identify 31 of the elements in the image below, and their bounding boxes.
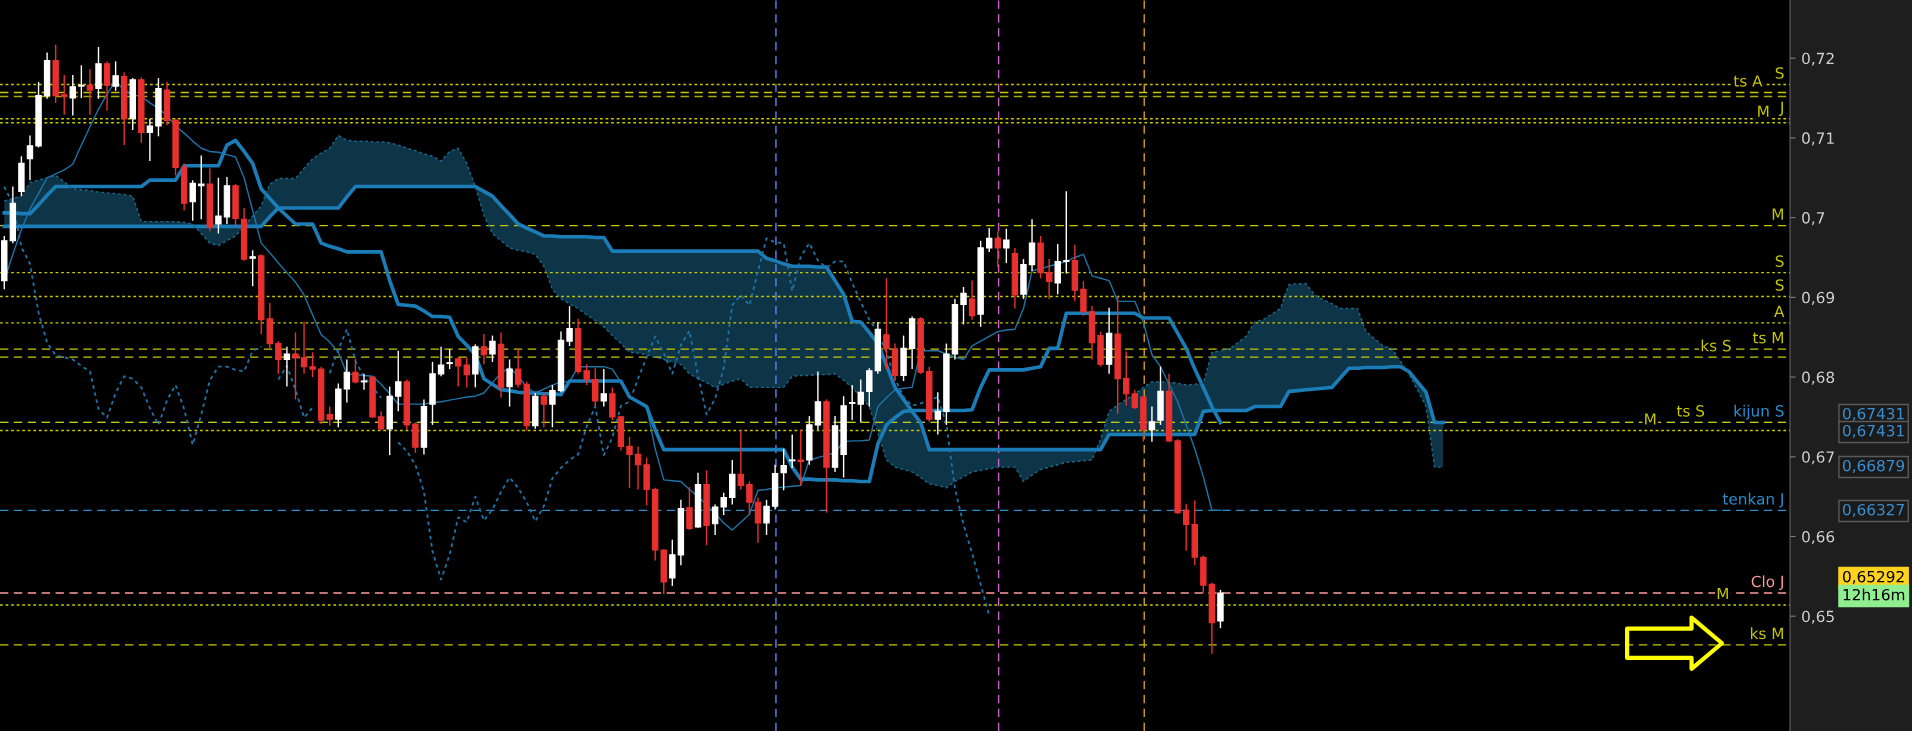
ref-line-label: ts S [1676,405,1705,417]
text: 0,66327 [1843,503,1904,517]
y-tick-label: 0,67 [1802,451,1834,465]
text: 0,67431 [1843,424,1904,438]
text: 0,66879 [1843,459,1905,473]
ref-line-label: Clo J [1751,575,1783,591]
y-tick-label: 0,72 [1802,52,1834,66]
ref-line-label: ks M [1750,627,1783,640]
ref-line-label: S [1775,67,1784,79]
ref-line-label: ts M [1752,332,1783,344]
ref-line-label: M [1772,208,1783,220]
ref-line-label: M [1758,105,1769,117]
y-tick-label: 0,68 [1802,371,1835,385]
ref-line-label: M [1645,413,1656,425]
ref-line-label: tenkan J [1722,492,1783,508]
text: 0,65292 [1843,570,1904,584]
y-tick-label: 0,66 [1802,530,1835,545]
ref-line-label: S [1775,279,1784,291]
ref-line-label: ks S [1701,339,1731,352]
ref-line-label: kijun S [1734,404,1784,420]
y-tick-label: 0,71 [1802,132,1834,146]
ref-line-label: M [1717,587,1728,600]
y-tick-label: 0,7 [1802,212,1825,226]
ref-line-label: A [1774,305,1785,317]
ref-line-label: S [1775,255,1784,267]
text: 0,67431 [1843,407,1904,421]
y-tick-label: 0,69 [1802,291,1835,305]
ref-line-label: J [1779,101,1783,116]
text: 12h16m [1843,588,1905,601]
y-tick-label: 0,65 [1802,610,1834,624]
ref-line-label: ts A [1733,75,1763,87]
